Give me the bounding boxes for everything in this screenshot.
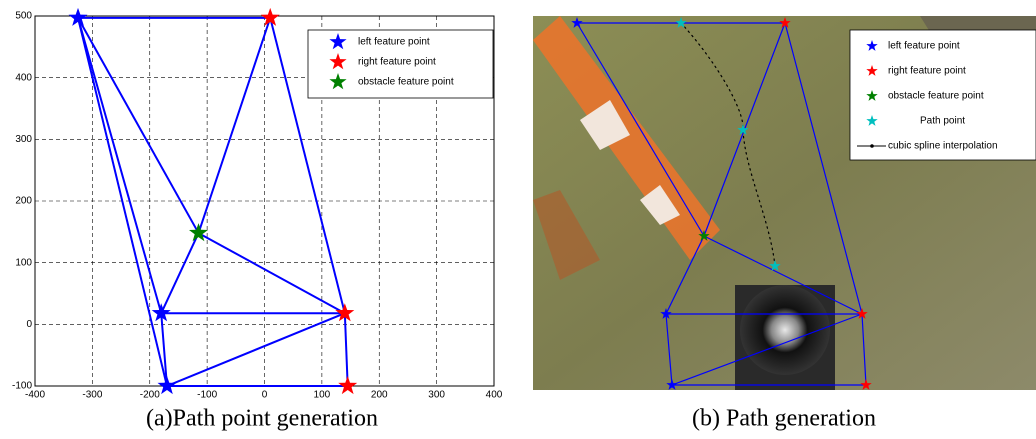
legend-marker (866, 40, 878, 51)
star-marker (335, 303, 355, 322)
photo-legend-entries: left feature point right feature point obs… (857, 40, 998, 152)
star-marker (260, 7, 280, 26)
photo-marker (769, 260, 781, 271)
star-marker (189, 223, 208, 242)
y-tick-label: 0 (26, 319, 32, 330)
legend-marker (866, 90, 878, 101)
edge (77, 17, 200, 234)
legend-label: left feature point (888, 41, 960, 52)
photo-marker (737, 124, 749, 135)
x-tick-label: 0 (262, 390, 268, 401)
x-tick-label: -400 (25, 390, 45, 401)
photo-marker (660, 308, 672, 319)
edge (198, 232, 346, 315)
y-tick-label: 300 (15, 134, 32, 145)
y-tick-label: -100 (12, 381, 32, 392)
x-tick-label: 300 (428, 390, 445, 401)
photo-markers (571, 17, 872, 390)
edge (269, 17, 346, 314)
legend-label: left feature point (358, 37, 430, 48)
legend-label: cubic spline interpolation (888, 141, 998, 152)
star-marker (157, 376, 177, 395)
photo-marker (779, 17, 791, 28)
y-tick-label: 500 (15, 11, 32, 22)
edge (343, 313, 349, 387)
legend-marker (866, 115, 878, 126)
x-tick-label: 200 (371, 390, 388, 401)
photo-marker (860, 379, 872, 390)
star-marker (338, 376, 358, 395)
y-tick-label: 200 (15, 196, 32, 207)
legend-label: obstacle feature point (888, 91, 984, 102)
photo-marker (571, 17, 583, 28)
photo-legend (849, 29, 1036, 161)
edge (197, 17, 272, 234)
y-tick-label: 400 (15, 72, 32, 83)
legend-marker (329, 53, 347, 70)
edge (160, 313, 168, 387)
x-tick-label: -200 (140, 390, 160, 401)
photo-marker (666, 379, 678, 390)
legend-dot (870, 144, 874, 148)
x-tick-label: -100 (197, 390, 217, 401)
legend-label: right feature point (888, 66, 966, 77)
y-tick-label: 100 (15, 257, 32, 268)
photo-marker (856, 308, 868, 319)
x-tick-label: -300 (82, 390, 102, 401)
edge (166, 312, 346, 387)
legend-label: Path point (920, 116, 965, 127)
edge (77, 17, 163, 314)
legend-marker (329, 33, 347, 50)
edge (160, 232, 200, 314)
star-marker (151, 303, 171, 322)
photo-marker (698, 230, 710, 241)
x-tick-label: 100 (314, 390, 331, 401)
legend-label: right feature point (358, 57, 436, 68)
caption: (b) Path generation (692, 406, 876, 432)
edge (77, 17, 168, 387)
caption: (a)Path point generation (146, 406, 378, 432)
legend-marker (329, 73, 347, 90)
legend-label: obstacle feature point (358, 77, 454, 88)
spline (680, 22, 776, 267)
star-marker (68, 7, 88, 26)
legend-marker (866, 65, 878, 76)
x-tick-label: 400 (486, 390, 503, 401)
photo-marker (675, 17, 687, 28)
